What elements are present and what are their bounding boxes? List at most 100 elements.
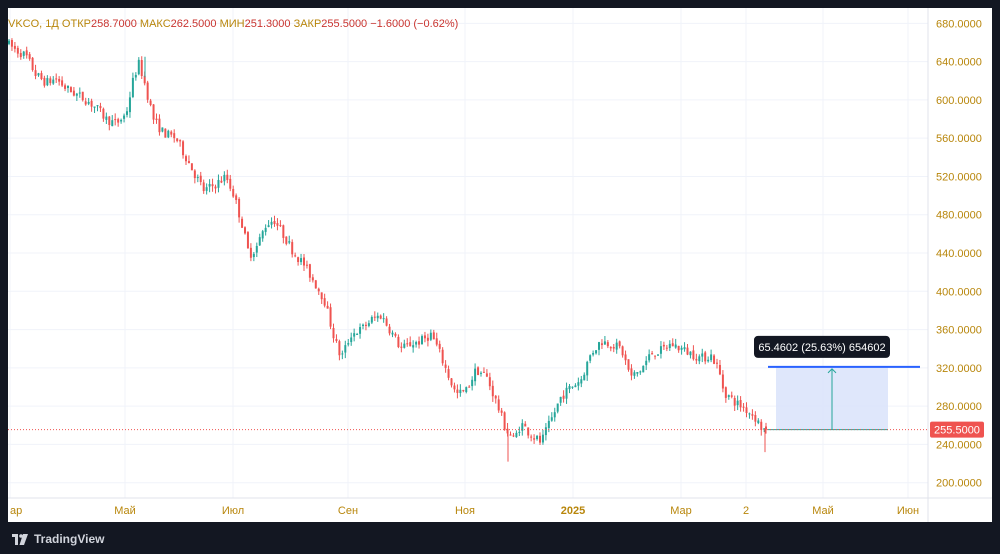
candle	[64, 83, 67, 92]
candle	[665, 344, 668, 352]
candle	[43, 75, 46, 88]
legend-low: 251.3000	[244, 18, 291, 30]
measure-label-text: 65.4602 (25.63%) 654602	[758, 342, 885, 354]
candle	[704, 350, 707, 365]
candle	[382, 313, 385, 323]
candle	[182, 140, 185, 159]
candle	[323, 293, 326, 308]
legend-change: −1.6000 (−0.62%)	[370, 18, 459, 30]
candle	[521, 419, 524, 436]
candle	[320, 292, 323, 304]
candle	[636, 372, 639, 377]
candle	[173, 129, 176, 143]
x-tick-label: Май	[114, 505, 136, 517]
candle	[630, 364, 633, 381]
candle	[34, 64, 37, 80]
candle	[288, 235, 291, 245]
candle	[518, 426, 521, 437]
tradingview-logo-text: TradingView	[34, 532, 105, 546]
candle	[19, 49, 22, 60]
ohlc-legend: VKCO, 1Д ОТКР258.7000 МАКС262.5000 МИН25…	[8, 18, 458, 30]
candle	[447, 365, 450, 381]
candle	[603, 335, 606, 345]
candle	[423, 331, 426, 343]
candle	[583, 372, 586, 381]
candle	[208, 179, 211, 193]
candle	[170, 130, 173, 138]
x-tick-label: Ноя	[455, 505, 475, 517]
candle	[362, 323, 364, 330]
candle	[8, 39, 10, 46]
candle	[465, 386, 468, 394]
candle	[226, 169, 229, 184]
candle	[270, 217, 273, 229]
candle	[69, 86, 72, 93]
y-axis: 680.0000 640.0000 600.0000 560.0000 520.0000…	[936, 18, 982, 489]
candle	[58, 76, 61, 86]
candle	[668, 340, 671, 351]
candle	[562, 390, 565, 403]
candle	[710, 349, 713, 363]
x-tick-label: Сен	[338, 505, 358, 517]
x-tick-label: Июн	[897, 505, 919, 517]
x-tick-label: Июл	[222, 505, 244, 517]
candle	[745, 402, 748, 418]
candle	[754, 411, 757, 427]
candle	[718, 359, 721, 376]
candle	[235, 193, 238, 204]
candle	[577, 377, 580, 391]
candle	[258, 233, 261, 246]
candle	[456, 384, 459, 399]
candle	[418, 336, 421, 349]
candle	[686, 343, 689, 356]
candle	[179, 139, 182, 147]
candle	[574, 383, 577, 388]
candle	[539, 432, 541, 445]
x-axis: ар Май Июл Сен Ноя 2025 Мар 2 Май Июн	[10, 505, 919, 517]
candle	[662, 341, 665, 351]
candle	[406, 338, 409, 347]
candle	[311, 274, 314, 283]
candle	[453, 382, 456, 393]
candle	[503, 411, 506, 431]
candle	[359, 323, 362, 339]
candle	[338, 339, 341, 361]
candle	[515, 430, 518, 438]
candle	[10, 38, 13, 51]
price-tag-bg	[930, 421, 984, 438]
candle	[683, 342, 686, 352]
tradingview-logo[interactable]: TradingView	[12, 532, 104, 546]
candle	[530, 434, 533, 442]
candle	[190, 163, 193, 171]
candle	[31, 56, 34, 72]
candle	[350, 332, 353, 346]
price-chart[interactable]: 680.0000 640.0000 600.0000 560.0000 520.0000…	[8, 8, 992, 522]
candle	[474, 363, 477, 386]
chart-frame[interactable]: 680.0000 640.0000 600.0000 560.0000 520.0000…	[8, 8, 992, 522]
legend-high-label: МАКС	[139, 18, 171, 30]
candle	[524, 421, 527, 427]
candle	[297, 256, 300, 266]
y-tick-label: 680.0000	[936, 18, 982, 30]
candle	[155, 113, 158, 124]
candle	[196, 174, 199, 183]
candle	[367, 320, 370, 328]
candle	[512, 432, 515, 438]
candle	[276, 218, 279, 231]
candle	[49, 76, 52, 86]
candle	[412, 340, 415, 353]
candle	[621, 345, 624, 358]
candle	[541, 429, 544, 445]
candle	[721, 370, 724, 393]
candle	[52, 76, 55, 85]
candle	[491, 380, 494, 402]
candle	[370, 315, 373, 325]
measure-tool[interactable]	[768, 365, 920, 431]
candle	[72, 87, 75, 97]
x-tick-label: 2	[743, 505, 749, 517]
candle	[164, 128, 167, 138]
candle	[232, 185, 235, 198]
candle	[444, 360, 447, 373]
candle	[305, 260, 308, 269]
candle	[760, 419, 763, 436]
